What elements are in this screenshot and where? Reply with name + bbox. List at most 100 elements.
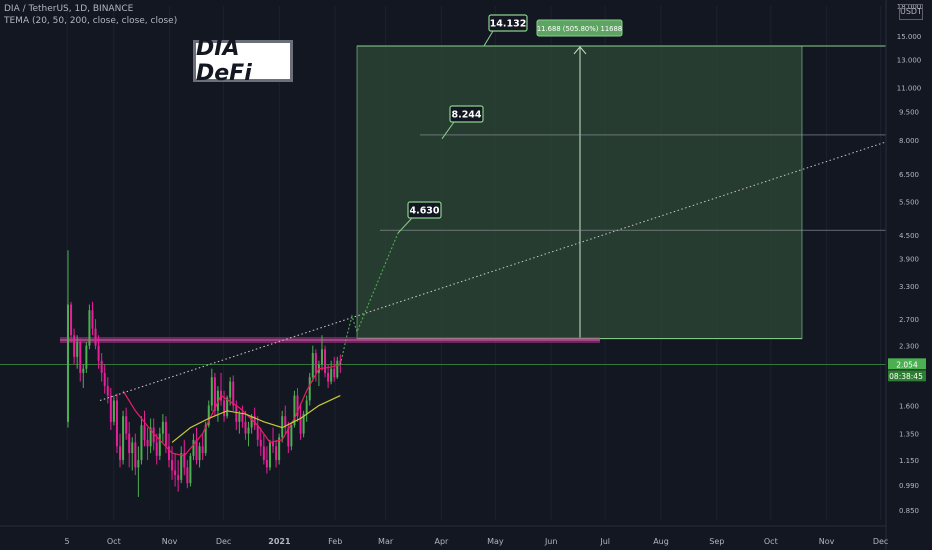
candle-body [131,442,134,454]
candle-body [73,335,76,357]
target-zone [356,45,886,340]
candle-body [229,381,232,398]
x-tick-label: Jun [544,537,558,546]
tema-lines [122,364,341,457]
y-tick-label: 6.500 [899,171,919,179]
target-label-8244-pointer [441,121,455,140]
indicator-legend[interactable]: TEMA (20, 50, 200, close, close, close) [4,16,178,26]
candle-body [232,381,235,406]
measure-label-box [536,19,623,37]
candle-body [259,439,262,447]
y-tick-label: 13.000 [897,57,922,65]
y-tick-label: 8.000 [899,137,919,145]
candle-body [140,425,143,461]
last-price-text: 2.054 [896,360,918,369]
x-tick-label: Dec [216,537,231,546]
candle-body [241,414,244,422]
candle-body [293,395,296,426]
candle-body [320,349,323,365]
candle-body [262,446,265,461]
candle-body [161,421,164,434]
candle-body [324,349,327,373]
candle-body [152,427,155,443]
candles [67,250,342,497]
candle-body [272,442,275,447]
candle-body [94,328,97,346]
candle-body [201,446,204,454]
y-tick-label: 0.990 [899,482,919,490]
target-label-14132-text: 14.132 [490,19,527,30]
candle-body [91,310,94,329]
candle-body [253,416,256,426]
candle-body [76,342,79,357]
target-label-14132-pointer [483,30,494,47]
candle-body [97,345,100,361]
candle-body [213,377,216,411]
measure-label-text: 11.688 (505.80%) 11688 [537,25,622,33]
candle-body [278,437,281,461]
x-tick-label: Aug [653,537,669,546]
candle-body [67,304,69,422]
x-tick-label: Apr [434,537,449,546]
candle-body [122,416,125,461]
x-tick-label: Dec [873,537,888,546]
candle-body [88,310,91,346]
candle-body [302,414,305,434]
y-tick-label: 3.300 [899,283,919,291]
candle-body [247,427,250,434]
candle-body [100,360,103,373]
time-axis[interactable]: 5 Oct Nov Dec 2021 Feb Mar Apr May Jun Jul Aug Sep Oc… [0,525,888,546]
projected-path [339,232,399,365]
candle-body [112,400,115,422]
x-tick-label: Oct [764,537,778,546]
symbol-title: DIA / TetherUS, 1D, BINANCE [4,4,134,14]
target-label-8244-text: 8.244 [451,110,481,121]
candle-body [171,460,174,471]
candle-body [192,439,195,456]
candle-body [314,352,317,373]
last-price-tag [888,358,926,370]
candle-body [275,446,278,461]
candle-body [174,470,177,476]
candle-body [198,446,201,461]
candle-body [207,405,210,426]
y-tick-label: 1.150 [899,457,919,465]
candle-body [134,442,137,468]
candle-body [268,442,271,468]
target-label-14132-box [488,14,528,32]
candle-body [82,368,85,373]
candle-body [311,352,314,378]
candle-body [70,304,73,336]
target-label-8244-box [449,105,484,123]
candle-body [155,442,158,456]
target-label-4630-box [407,201,442,219]
y-tick-label: 2.700 [899,316,919,324]
candle-body [183,453,186,468]
candle-body [186,467,189,484]
candle-body [85,345,88,369]
candle-body [308,377,311,401]
candle-body [109,395,112,422]
candle-body [137,460,140,468]
candle-body [177,475,180,480]
x-tick-label: Sep [709,537,724,546]
candle-body [125,416,128,434]
x-tick-label: Mar [378,537,394,546]
candle-body [167,446,170,461]
y-tick-label: 4.500 [899,232,919,240]
currency-label[interactable]: USDT [899,4,923,20]
price-axis[interactable]: 18.000 15.000 13.000 11.000 9.500 8.000 6.500 5… [885,0,926,550]
candle-body [296,395,299,417]
candle-body [238,414,241,422]
candle-body [333,368,336,378]
candle-body [223,400,226,417]
candle-body [149,427,152,447]
candle-body [305,400,308,415]
y-tick-label: 0.850 [899,507,919,515]
target-lines [0,134,886,365]
x-tick-label: Nov [819,537,835,546]
y-tick-label: 2.300 [899,343,919,351]
y-tick-label: 1.350 [899,431,919,439]
